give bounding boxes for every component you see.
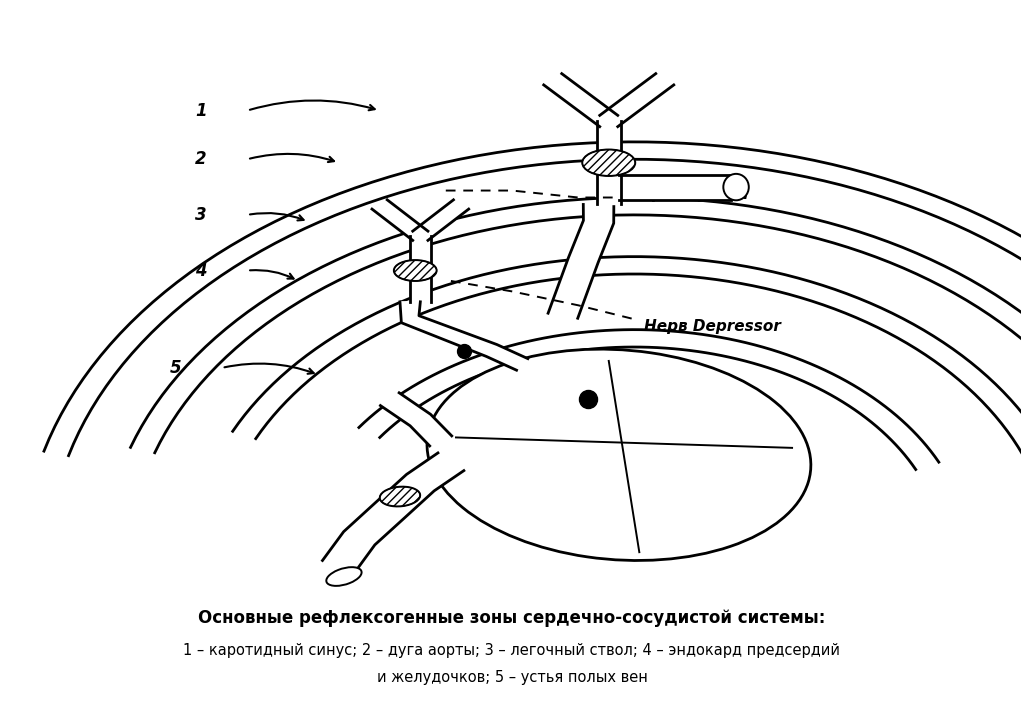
Ellipse shape	[427, 349, 811, 561]
Ellipse shape	[394, 260, 436, 281]
Polygon shape	[600, 74, 674, 127]
Text: 1: 1	[195, 102, 207, 120]
Polygon shape	[597, 121, 621, 205]
Ellipse shape	[327, 567, 361, 586]
Ellipse shape	[380, 486, 420, 506]
Text: Нерв Depressor: Нерв Depressor	[644, 319, 781, 334]
Polygon shape	[548, 205, 613, 318]
Ellipse shape	[583, 149, 635, 176]
Text: Основные рефлексогенные зоны сердечно-сосудистой системы:: Основные рефлексогенные зоны сердечно-со…	[199, 609, 825, 627]
Polygon shape	[232, 257, 1024, 471]
Text: и желудочков; 5 – устья полых вен: и желудочков; 5 – устья полых вен	[377, 670, 647, 685]
Text: 5: 5	[169, 359, 181, 377]
Text: 3: 3	[195, 206, 207, 224]
Polygon shape	[618, 175, 731, 200]
Text: 2: 2	[195, 150, 207, 168]
Polygon shape	[323, 453, 464, 572]
Text: 4: 4	[195, 261, 207, 280]
Polygon shape	[381, 393, 452, 446]
Ellipse shape	[723, 174, 749, 200]
Polygon shape	[44, 142, 1024, 456]
Polygon shape	[544, 74, 617, 127]
Polygon shape	[400, 302, 527, 370]
Polygon shape	[372, 200, 428, 240]
Text: 1 – каротидный синус; 2 – дуга аорты; 3 – легочный ствол; 4 – эндокард предсерди: 1 – каротидный синус; 2 – дуга аорты; 3 …	[183, 644, 841, 658]
Text: Нерв Геринга: Нерв Геринга	[629, 186, 749, 201]
Polygon shape	[411, 236, 430, 302]
Polygon shape	[413, 200, 469, 240]
Polygon shape	[358, 329, 939, 470]
Polygon shape	[130, 198, 1024, 453]
